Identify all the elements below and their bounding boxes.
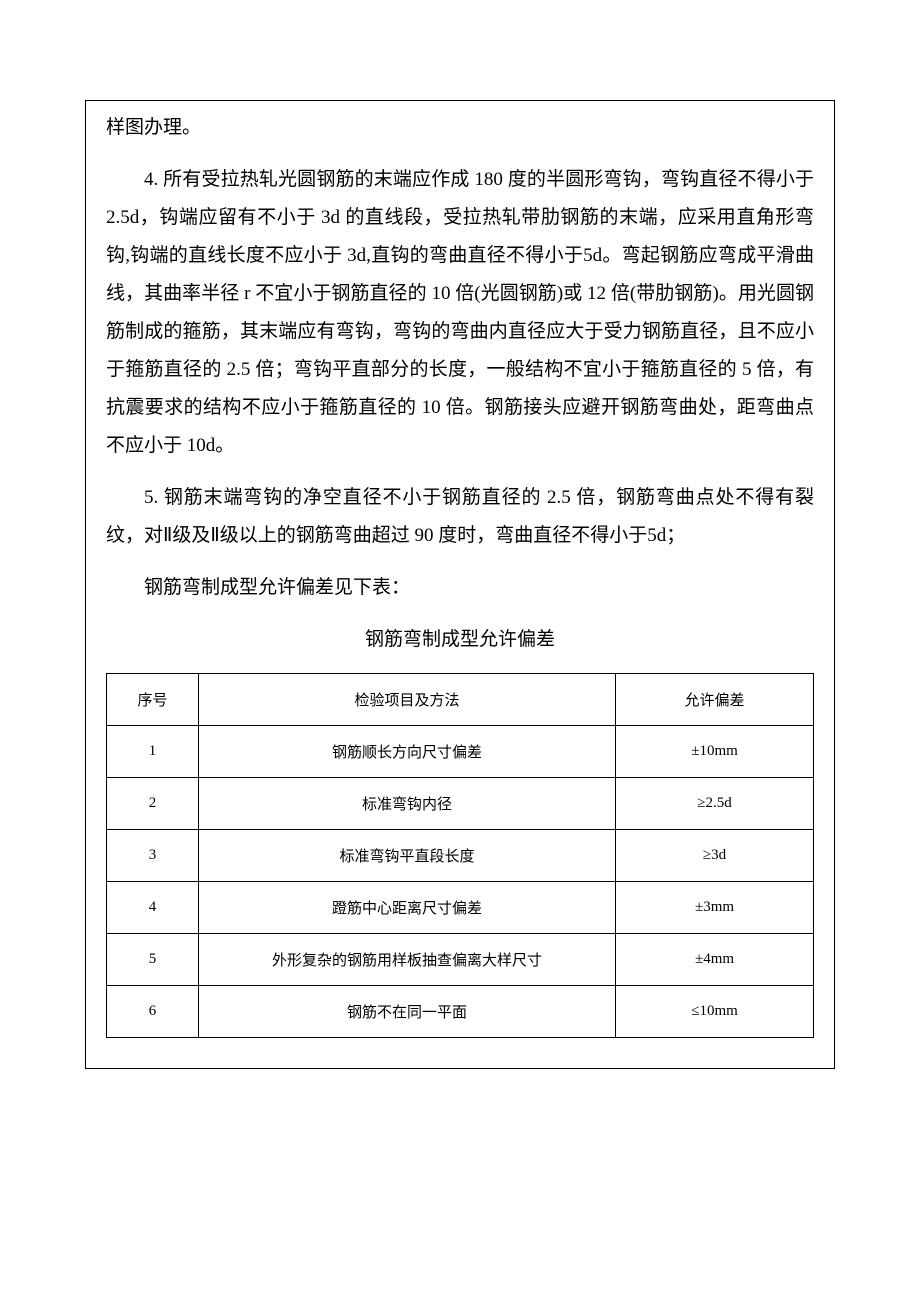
table-intro-text: 钢筋弯制成型允许偏差见下表： bbox=[106, 569, 814, 607]
table-cell-tol: ≥3d bbox=[616, 830, 814, 882]
table-header-seq: 序号 bbox=[107, 674, 199, 726]
table-row: 2 标准弯钩内径 ≥2.5d bbox=[107, 778, 814, 830]
table-header-item: 检验项目及方法 bbox=[198, 674, 615, 726]
table-row: 5 外形复杂的钢筋用样板抽查偏离大样尺寸 ±4mm bbox=[107, 934, 814, 986]
table-cell-tol: ±3mm bbox=[616, 882, 814, 934]
table-cell-tol: ≥2.5d bbox=[616, 778, 814, 830]
paragraph-continuation: 样图办理。 bbox=[106, 109, 814, 147]
table-cell-item: 蹬筋中心距离尺寸偏差 bbox=[198, 882, 615, 934]
table-cell-item: 钢筋顺长方向尺寸偏差 bbox=[198, 726, 615, 778]
table-cell-seq: 2 bbox=[107, 778, 199, 830]
table-title: 钢筋弯制成型允许偏差 bbox=[106, 621, 814, 659]
table-cell-item: 外形复杂的钢筋用样板抽查偏离大样尺寸 bbox=[198, 934, 615, 986]
table-cell-seq: 4 bbox=[107, 882, 199, 934]
table-cell-seq: 3 bbox=[107, 830, 199, 882]
table-row: 6 钢筋不在同一平面 ≤10mm bbox=[107, 986, 814, 1038]
tolerance-table: 序号 检验项目及方法 允许偏差 1 钢筋顺长方向尺寸偏差 ±10mm 2 标准弯… bbox=[106, 673, 814, 1038]
table-header-row: 序号 检验项目及方法 允许偏差 bbox=[107, 674, 814, 726]
table-cell-tol: ±10mm bbox=[616, 726, 814, 778]
paragraph-item-4: 4. 所有受拉热轧光圆钢筋的末端应作成 180 度的半圆形弯钩，弯钩直径不得小于… bbox=[106, 161, 814, 465]
table-cell-seq: 6 bbox=[107, 986, 199, 1038]
table-header-tol: 允许偏差 bbox=[616, 674, 814, 726]
table-cell-tol: ±4mm bbox=[616, 934, 814, 986]
page-border: 样图办理。 4. 所有受拉热轧光圆钢筋的末端应作成 180 度的半圆形弯钩，弯钩… bbox=[85, 100, 835, 1069]
table-row: 1 钢筋顺长方向尺寸偏差 ±10mm bbox=[107, 726, 814, 778]
paragraph-item-5: 5. 钢筋末端弯钩的净空直径不小于钢筋直径的 2.5 倍，钢筋弯曲点处不得有裂纹… bbox=[106, 479, 814, 555]
table-cell-item: 钢筋不在同一平面 bbox=[198, 986, 615, 1038]
table-cell-seq: 5 bbox=[107, 934, 199, 986]
table-cell-seq: 1 bbox=[107, 726, 199, 778]
table-row: 3 标准弯钩平直段长度 ≥3d bbox=[107, 830, 814, 882]
table-row: 4 蹬筋中心距离尺寸偏差 ±3mm bbox=[107, 882, 814, 934]
table-cell-tol: ≤10mm bbox=[616, 986, 814, 1038]
table-cell-item: 标准弯钩平直段长度 bbox=[198, 830, 615, 882]
table-cell-item: 标准弯钩内径 bbox=[198, 778, 615, 830]
